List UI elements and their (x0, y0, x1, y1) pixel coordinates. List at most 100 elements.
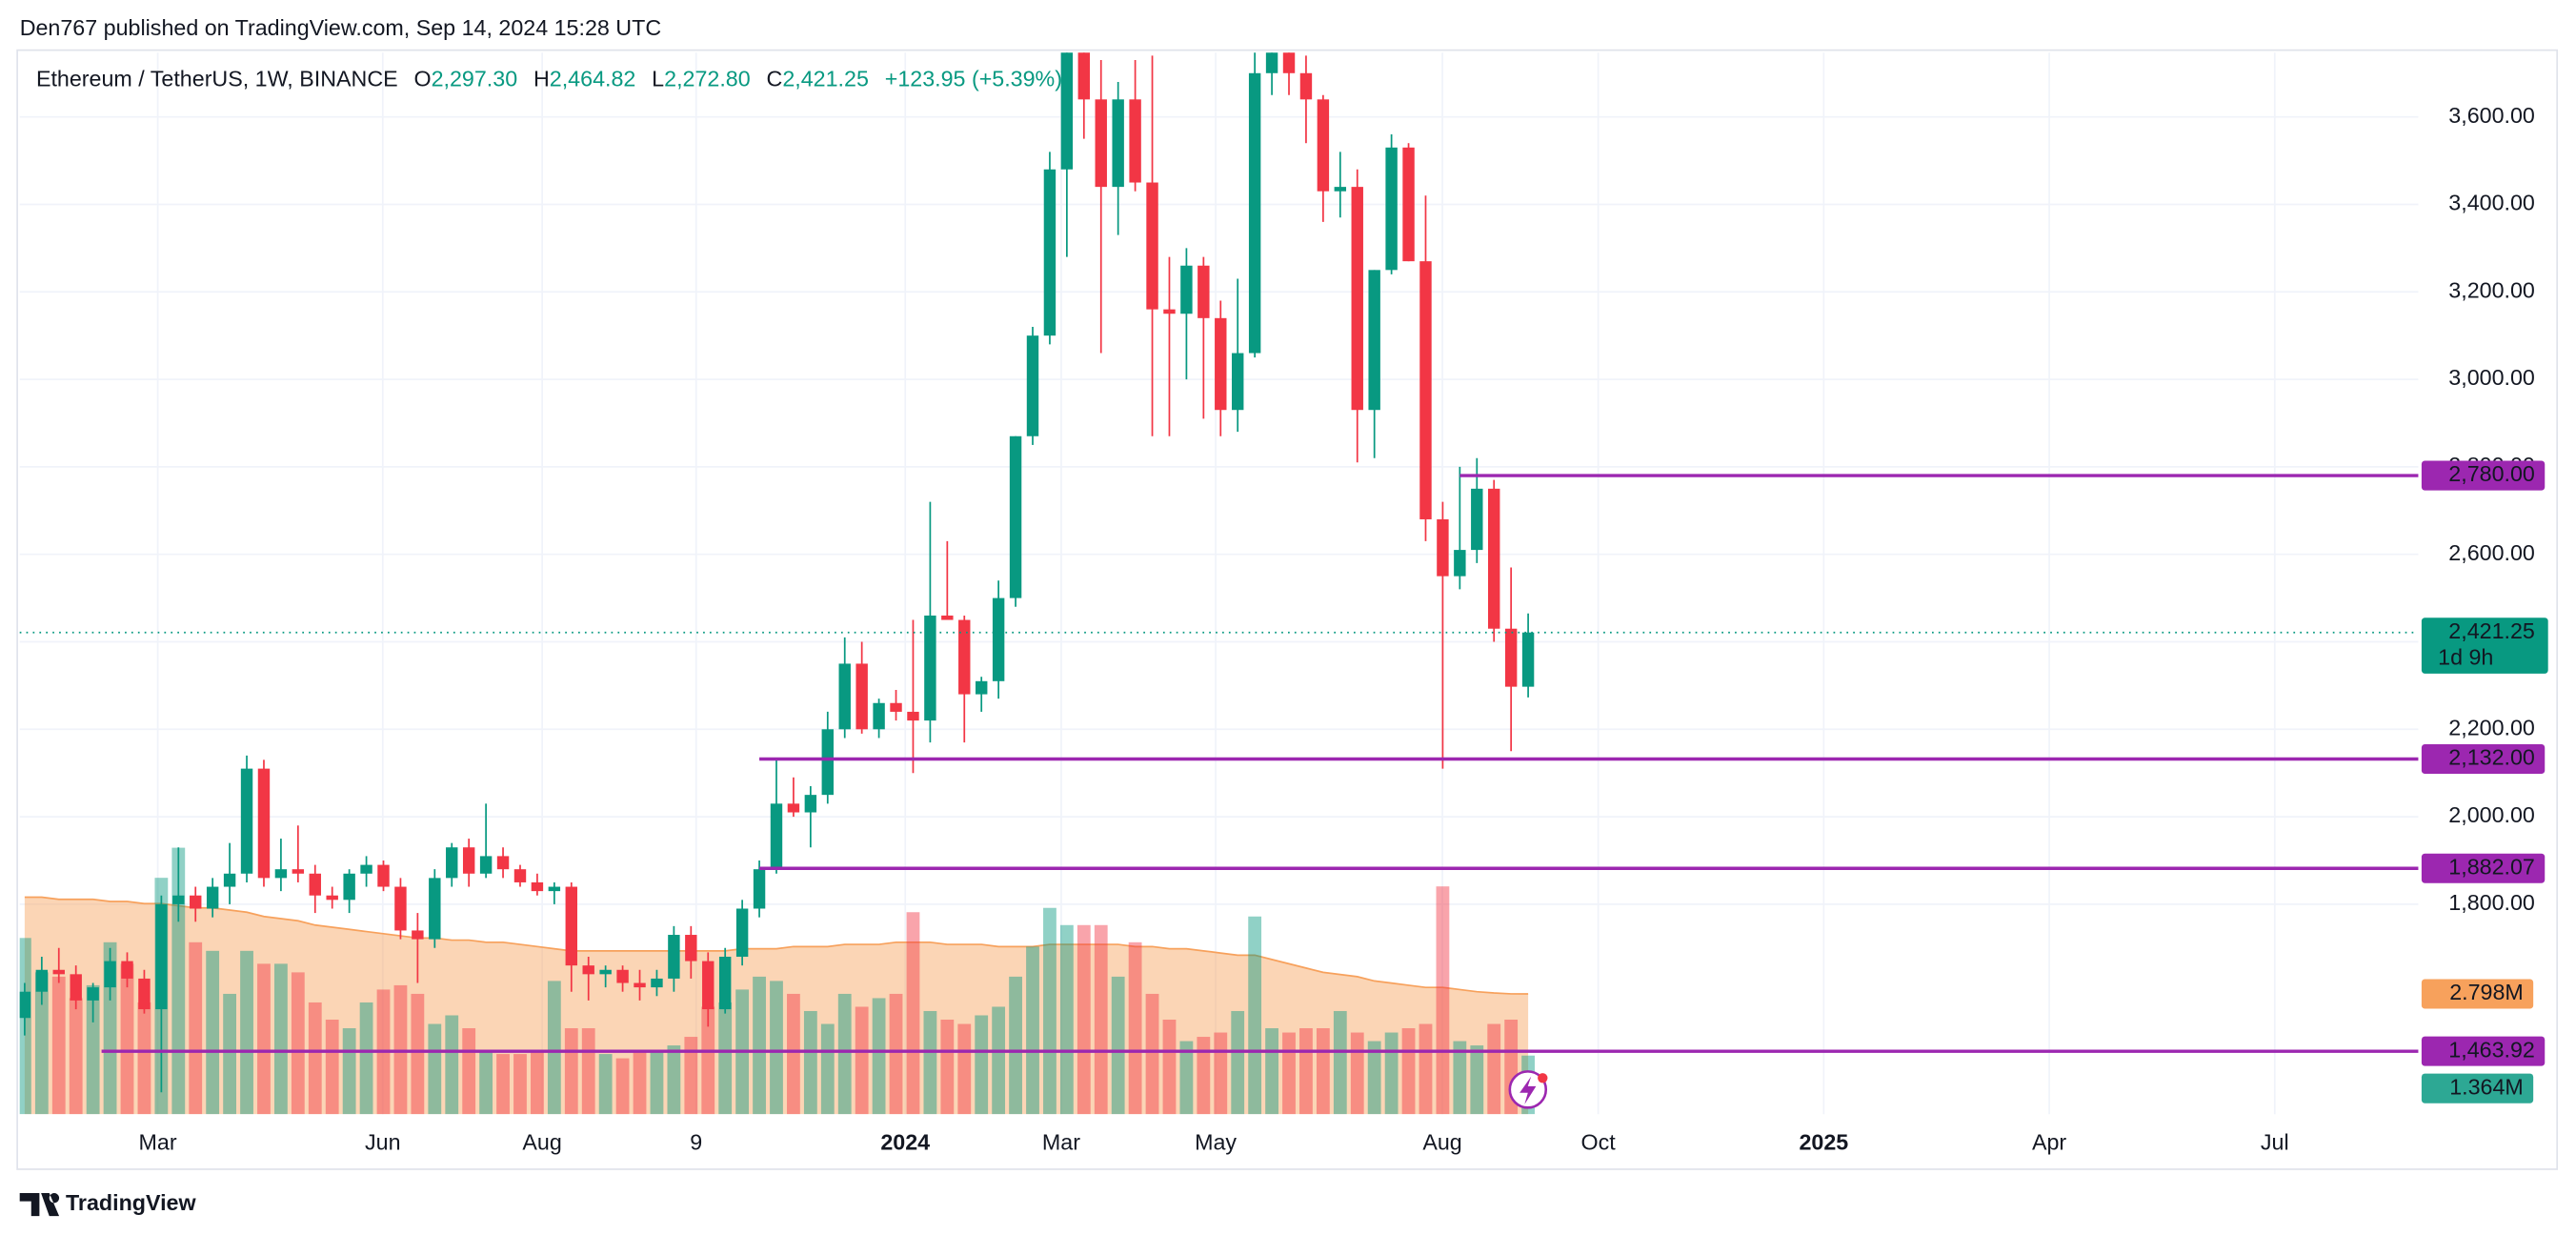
candle-body (1146, 182, 1158, 310)
candle-body (326, 895, 338, 901)
candle-body (87, 987, 99, 1001)
volume-bar (1265, 1028, 1278, 1115)
volume-bar (650, 1049, 664, 1115)
volume-bar (667, 1045, 681, 1115)
chart-frame (16, 49, 2559, 1170)
legend-key: H (533, 67, 550, 91)
legend-value: 2,272.80 (664, 67, 751, 91)
candle-body (599, 969, 612, 975)
volume-bar (342, 1028, 356, 1115)
legend: Ethereum / TetherUS, 1W, BINANCE O2,297.… (36, 67, 1062, 91)
candle-body (1521, 632, 1535, 687)
volume-bar (837, 993, 852, 1115)
x-tick-label: Oct (1581, 1129, 1617, 1154)
volume-bar (1059, 924, 1074, 1115)
candle-body (292, 869, 305, 874)
candle-body (753, 869, 766, 909)
legend-value: 2,297.30 (432, 67, 518, 91)
candle-body (1282, 52, 1296, 73)
volume-bar (1214, 1032, 1228, 1115)
volume-bar (701, 1006, 715, 1115)
volume-bar (1419, 1023, 1433, 1115)
candle-body (941, 615, 954, 620)
volume-bar (137, 1002, 151, 1115)
candle-body (121, 961, 133, 979)
candle-body (1009, 435, 1022, 598)
candle-body (821, 729, 835, 796)
y-tick-label: 3,400.00 (2448, 191, 2535, 215)
legend-change: +123.95 (+5.39%) (885, 67, 1062, 91)
candle-body (257, 768, 271, 879)
x-tick-label: 2025 (1799, 1129, 1848, 1154)
y-tick-label: 3,600.00 (2448, 103, 2535, 128)
level-label-box (2421, 853, 2546, 883)
level-label-box (2421, 743, 2546, 775)
candle-body (1180, 265, 1193, 314)
x-tick-label: May (1195, 1129, 1237, 1154)
candle-body (1351, 187, 1363, 411)
byline: Den767 published on TradingView.com, Sep… (20, 15, 661, 40)
volume-bar (1282, 1032, 1296, 1115)
legend-key: L (652, 67, 664, 91)
candle-body (702, 961, 714, 1010)
volume-bar (496, 1054, 510, 1115)
candle-body (52, 969, 65, 975)
candle-body (138, 978, 151, 1010)
candle-body (685, 935, 697, 962)
y-tick-label: 2,000.00 (2448, 802, 2535, 827)
volume-bar (69, 998, 83, 1115)
candle-body (1215, 317, 1227, 411)
volume-bar (240, 950, 253, 1115)
volume-bar (906, 912, 920, 1115)
candle-body (412, 930, 424, 940)
y-tick-label: 3,000.00 (2448, 365, 2535, 390)
candle-body (496, 856, 510, 870)
volume-bar (1077, 924, 1091, 1115)
y-tick-label: 1,800.00 (2448, 890, 2535, 915)
volume-bar (1248, 916, 1262, 1115)
candle-body (958, 619, 971, 695)
level-label: 1,463.92 (2448, 1037, 2535, 1062)
level-label: 1,882.07 (2448, 854, 2535, 879)
countdown-label: 1d 9h (2438, 644, 2493, 669)
legend-key: O (413, 67, 431, 91)
volume-bar (1453, 1041, 1467, 1115)
candle-body (206, 886, 219, 909)
volume-bar (1316, 1028, 1330, 1115)
candle-body (616, 969, 629, 983)
volume-bar (1470, 1045, 1484, 1115)
volume-bar (1179, 1041, 1194, 1115)
candle-body (479, 856, 493, 874)
candle-body (1197, 265, 1210, 318)
y-tick-label: 2,200.00 (2448, 715, 2535, 739)
x-tick-label: Mar (139, 1129, 177, 1154)
volume-bar (855, 1006, 869, 1115)
candle-body (1043, 169, 1057, 336)
x-tick-label: Mar (1042, 1129, 1080, 1154)
candle-body (462, 847, 475, 874)
brand: TradingView (19, 1190, 196, 1217)
volume-bar (359, 1002, 373, 1115)
volume-label: 1.364M (2449, 1074, 2524, 1099)
level-label-box (2421, 460, 2546, 491)
volume-bar (770, 981, 783, 1115)
y-tick-label: 3,200.00 (2448, 277, 2535, 302)
y-tick-label: 2,600.00 (2448, 540, 2535, 565)
volume-bar (598, 1054, 613, 1115)
volume-bar (1111, 976, 1125, 1115)
volume-bar (51, 976, 66, 1115)
candle-body (1060, 52, 1074, 170)
candle-body (992, 597, 1005, 681)
level-label: 2,780.00 (2448, 461, 2535, 486)
candle-body (634, 982, 646, 988)
volume-bar (1145, 993, 1159, 1115)
x-tick-label: 2024 (880, 1129, 930, 1154)
volume-bar (1026, 946, 1039, 1115)
candle-body (1385, 147, 1398, 271)
candle-body (35, 969, 49, 992)
candle-body (70, 974, 82, 1001)
candle-body (1077, 52, 1091, 100)
last-price-box (2421, 618, 2548, 674)
